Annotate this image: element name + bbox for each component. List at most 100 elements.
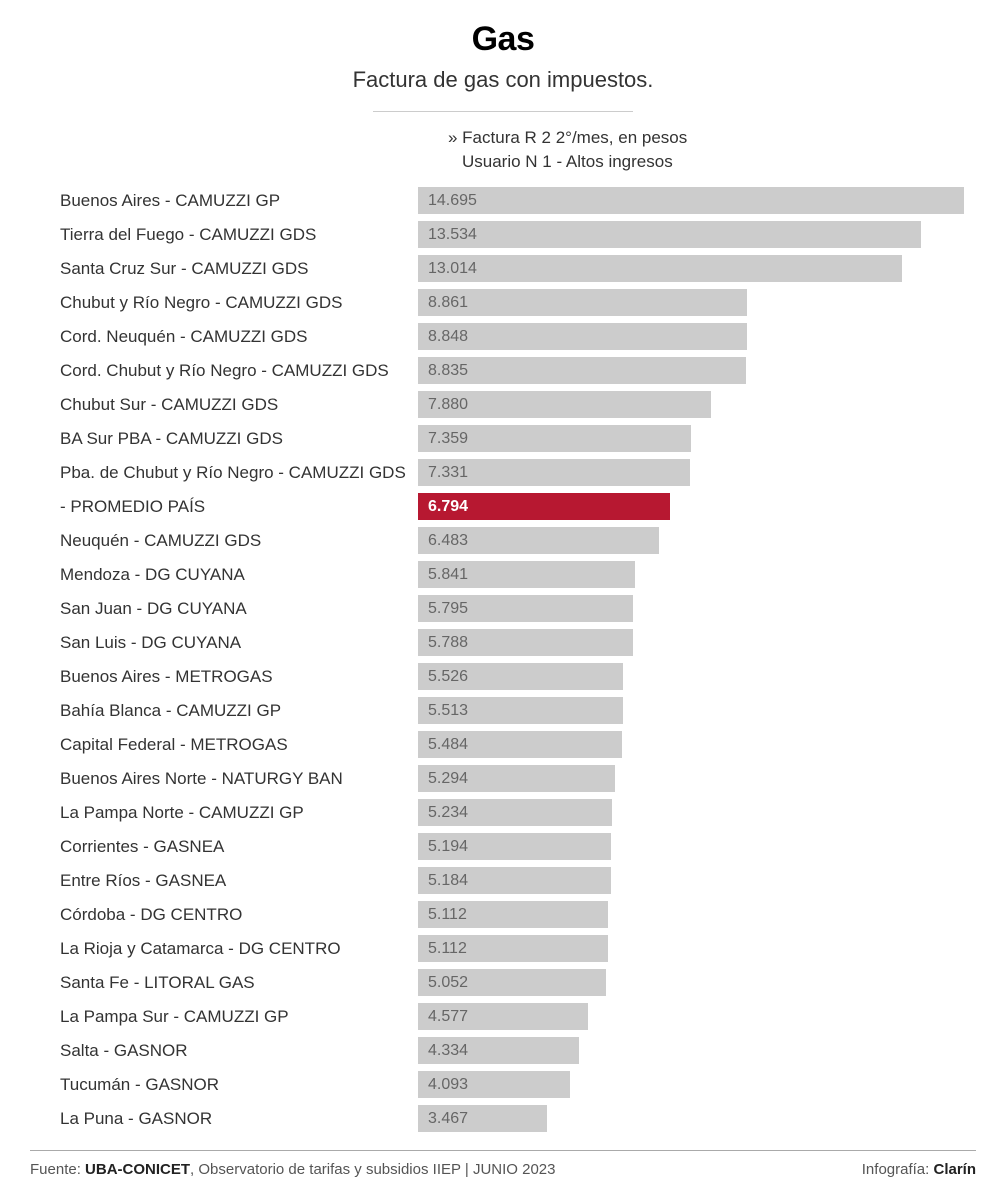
row-label: Capital Federal - METROGAS [30, 735, 418, 755]
chart-row: La Pampa Sur - CAMUZZI GP4.577 [30, 1000, 976, 1034]
bar-area: 5.513 [418, 697, 976, 724]
row-label: Pba. de Chubut y Río Negro - CAMUZZI GDS [30, 463, 418, 483]
legend-line-2: Usuario N 1 - Altos ingresos [448, 150, 976, 174]
bar: 6.483 [418, 527, 659, 554]
row-label: Santa Cruz Sur - CAMUZZI GDS [30, 259, 418, 279]
chart-row: Entre Ríos - GASNEA5.184 [30, 864, 976, 898]
bar-area: 13.534 [418, 221, 976, 248]
chart-row: Neuquén - CAMUZZI GDS6.483 [30, 524, 976, 558]
bar: 8.835 [418, 357, 746, 384]
bar: 5.484 [418, 731, 622, 758]
chart-row: Córdoba - DG CENTRO5.112 [30, 898, 976, 932]
bar-area: 5.112 [418, 935, 976, 962]
chart-row: Cord. Neuquén - CAMUZZI GDS8.848 [30, 320, 976, 354]
chart-row: Santa Fe - LITORAL GAS5.052 [30, 966, 976, 1000]
legend-line-1: » Factura R 2 2°/mes, en pesos [448, 126, 976, 150]
row-label: Cord. Neuquén - CAMUZZI GDS [30, 327, 418, 347]
row-label: BA Sur PBA - CAMUZZI GDS [30, 429, 418, 449]
bar: 4.334 [418, 1037, 579, 1064]
bar: 8.861 [418, 289, 747, 316]
bar: 5.513 [418, 697, 623, 724]
chart-row: Chubut y Río Negro - CAMUZZI GDS8.861 [30, 286, 976, 320]
credit-prefix: Infografía: [862, 1161, 934, 1178]
row-label: Bahía Blanca - CAMUZZI GP [30, 701, 418, 721]
bar: 8.848 [418, 323, 747, 350]
chart-row: Cord. Chubut y Río Negro - CAMUZZI GDS8.… [30, 354, 976, 388]
bar: 4.093 [418, 1071, 570, 1098]
row-label: Chubut y Río Negro - CAMUZZI GDS [30, 293, 418, 313]
chart-row: San Juan - DG CUYANA5.795 [30, 592, 976, 626]
row-label: Santa Fe - LITORAL GAS [30, 973, 418, 993]
chart-row: Santa Cruz Sur - CAMUZZI GDS13.014 [30, 252, 976, 286]
bar-area: 8.848 [418, 323, 976, 350]
row-label: Tierra del Fuego - CAMUZZI GDS [30, 225, 418, 245]
chart-header: Gas Factura de gas con impuestos. [30, 20, 976, 93]
chart-row: Tucumán - GASNOR4.093 [30, 1068, 976, 1102]
bar-area: 8.861 [418, 289, 976, 316]
bar-area: 4.334 [418, 1037, 976, 1064]
chart-row: Bahía Blanca - CAMUZZI GP5.513 [30, 694, 976, 728]
row-label: Entre Ríos - GASNEA [30, 871, 418, 891]
row-label: Mendoza - DG CUYANA [30, 565, 418, 585]
bar: 5.052 [418, 969, 606, 996]
bar-area: 5.484 [418, 731, 976, 758]
bar-area: 14.695 [418, 187, 976, 214]
row-label: - PROMEDIO PAÍS [30, 497, 418, 517]
row-label: Chubut Sur - CAMUZZI GDS [30, 395, 418, 415]
bar-area: 4.577 [418, 1003, 976, 1030]
chart-row: San Luis - DG CUYANA5.788 [30, 626, 976, 660]
row-label: Córdoba - DG CENTRO [30, 905, 418, 925]
divider [373, 111, 633, 112]
bar-area: 6.794 [418, 493, 976, 520]
bar-area: 7.331 [418, 459, 976, 486]
credit-bold: Clarín [933, 1161, 976, 1178]
bar-highlight: 6.794 [418, 493, 670, 520]
bar: 5.112 [418, 901, 608, 928]
row-label: La Pampa Norte - CAMUZZI GP [30, 803, 418, 823]
row-label: Neuquén - CAMUZZI GDS [30, 531, 418, 551]
chart-row: Buenos Aires - METROGAS5.526 [30, 660, 976, 694]
bar: 4.577 [418, 1003, 588, 1030]
chart-title: Gas [30, 20, 976, 59]
bar-area: 3.467 [418, 1105, 976, 1132]
bar: 5.841 [418, 561, 635, 588]
chart-row: Salta - GASNOR4.334 [30, 1034, 976, 1068]
chart-row: BA Sur PBA - CAMUZZI GDS7.359 [30, 422, 976, 456]
chart-row: Pba. de Chubut y Río Negro - CAMUZZI GDS… [30, 456, 976, 490]
chart-footer: Fuente: UBA-CONICET, Observatorio de tar… [30, 1150, 976, 1178]
row-label: Tucumán - GASNOR [30, 1075, 418, 1095]
row-label: Buenos Aires - CAMUZZI GP [30, 191, 418, 211]
bar-area: 7.880 [418, 391, 976, 418]
chart-row: - PROMEDIO PAÍS6.794 [30, 490, 976, 524]
bar-area: 5.194 [418, 833, 976, 860]
bar: 13.534 [418, 221, 921, 248]
chart-row: Buenos Aires - CAMUZZI GP14.695 [30, 184, 976, 218]
row-label: La Pampa Sur - CAMUZZI GP [30, 1007, 418, 1027]
row-label: San Luis - DG CUYANA [30, 633, 418, 653]
row-label: La Puna - GASNOR [30, 1109, 418, 1129]
source-text: Fuente: UBA-CONICET, Observatorio de tar… [30, 1161, 556, 1178]
bar-area: 13.014 [418, 255, 976, 282]
bar-area: 5.234 [418, 799, 976, 826]
chart-row: Buenos Aires Norte - NATURGY BAN5.294 [30, 762, 976, 796]
bar-area: 5.112 [418, 901, 976, 928]
bar: 5.234 [418, 799, 612, 826]
bar: 7.880 [418, 391, 711, 418]
bar: 5.795 [418, 595, 633, 622]
row-label: Corrientes - GASNEA [30, 837, 418, 857]
source-bold: UBA-CONICET [85, 1161, 190, 1178]
row-label: Salta - GASNOR [30, 1041, 418, 1061]
row-label: La Rioja y Catamarca - DG CENTRO [30, 939, 418, 959]
bar-area: 4.093 [418, 1071, 976, 1098]
bar: 5.194 [418, 833, 611, 860]
bar: 7.359 [418, 425, 691, 452]
bar-area: 5.841 [418, 561, 976, 588]
chart-row: Capital Federal - METROGAS5.484 [30, 728, 976, 762]
chart-row: Mendoza - DG CUYANA5.841 [30, 558, 976, 592]
bar: 5.526 [418, 663, 623, 690]
chart-row: Tierra del Fuego - CAMUZZI GDS13.534 [30, 218, 976, 252]
chart-row: Chubut Sur - CAMUZZI GDS7.880 [30, 388, 976, 422]
bar-area: 8.835 [418, 357, 976, 384]
bar: 5.788 [418, 629, 633, 656]
bar-area: 5.052 [418, 969, 976, 996]
